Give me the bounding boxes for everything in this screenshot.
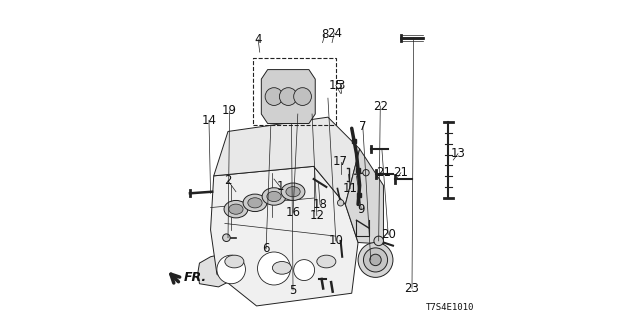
Ellipse shape	[243, 194, 267, 212]
Text: 20: 20	[381, 228, 396, 241]
Text: 12: 12	[309, 209, 324, 222]
Text: 11: 11	[342, 182, 358, 195]
Text: T7S4E1010: T7S4E1010	[426, 303, 474, 312]
Ellipse shape	[317, 255, 336, 268]
Ellipse shape	[262, 188, 286, 205]
Ellipse shape	[248, 198, 262, 208]
Text: 4: 4	[254, 33, 262, 46]
Ellipse shape	[228, 204, 243, 214]
Polygon shape	[211, 166, 358, 306]
Bar	[253, 59, 336, 125]
Text: 6: 6	[262, 242, 270, 255]
Text: 21: 21	[394, 166, 408, 179]
Text: 2: 2	[224, 174, 232, 187]
Polygon shape	[214, 117, 360, 204]
Text: 24: 24	[327, 27, 342, 40]
Text: FR.: FR.	[184, 271, 207, 284]
Circle shape	[280, 88, 297, 105]
Text: 15: 15	[328, 79, 343, 92]
Circle shape	[294, 88, 312, 105]
Circle shape	[364, 248, 388, 272]
Text: 19: 19	[222, 104, 237, 117]
Circle shape	[363, 170, 369, 176]
Text: 9: 9	[358, 203, 365, 216]
Text: 1: 1	[276, 180, 284, 194]
Circle shape	[265, 88, 283, 105]
Ellipse shape	[267, 191, 281, 202]
Text: 10: 10	[328, 234, 343, 247]
Circle shape	[257, 252, 291, 285]
Ellipse shape	[281, 183, 305, 200]
Circle shape	[217, 255, 246, 284]
Text: 5: 5	[289, 284, 297, 297]
Text: 8: 8	[321, 28, 328, 41]
Circle shape	[294, 260, 315, 281]
Circle shape	[370, 254, 381, 266]
Circle shape	[358, 243, 393, 277]
Text: 23: 23	[404, 282, 419, 295]
Polygon shape	[261, 69, 316, 124]
Polygon shape	[346, 149, 383, 244]
Text: 13: 13	[451, 147, 465, 160]
Ellipse shape	[286, 187, 300, 197]
Ellipse shape	[224, 200, 248, 218]
Text: 7: 7	[359, 120, 367, 133]
Circle shape	[374, 236, 383, 246]
Text: 16: 16	[285, 206, 301, 219]
Text: 14: 14	[202, 114, 216, 127]
Text: 22: 22	[372, 100, 388, 113]
Polygon shape	[198, 252, 321, 287]
Ellipse shape	[225, 255, 244, 268]
Text: 17: 17	[333, 155, 348, 168]
Text: 18: 18	[312, 198, 328, 211]
Ellipse shape	[273, 261, 291, 274]
Circle shape	[223, 234, 230, 242]
Circle shape	[337, 200, 344, 206]
Text: 21: 21	[376, 166, 391, 179]
Text: 3: 3	[337, 79, 344, 92]
